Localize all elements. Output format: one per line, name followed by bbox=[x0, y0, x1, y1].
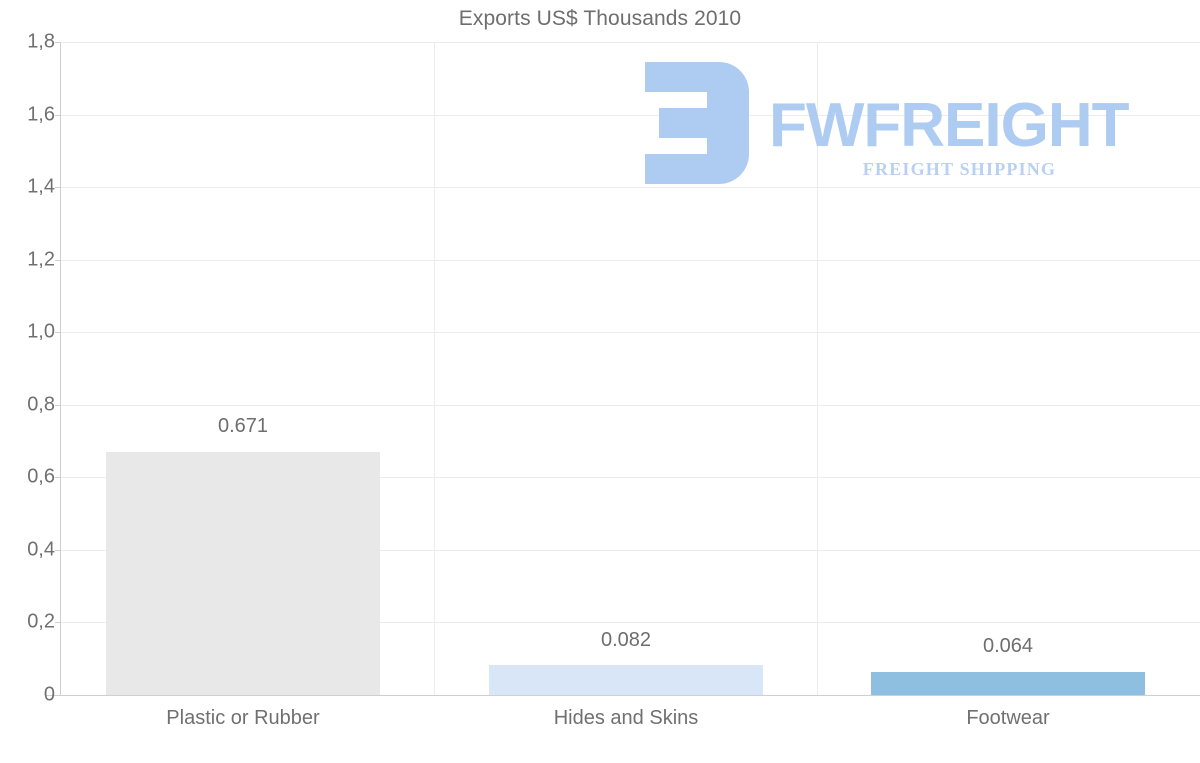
x-axis-line bbox=[45, 695, 1200, 696]
y-axis-tick-mark bbox=[55, 114, 61, 116]
y-axis-tick-label: 1,0 bbox=[27, 320, 55, 343]
y-axis-tick-label: 0,6 bbox=[27, 465, 55, 488]
gridline-vertical bbox=[434, 42, 435, 695]
y-axis-tick-mark bbox=[55, 187, 61, 188]
y-axis-tick-mark bbox=[55, 622, 61, 624]
gridline-vertical bbox=[817, 42, 818, 695]
x-axis-category-label-plastic-or-rubber: Plastic or Rubber bbox=[166, 707, 320, 729]
bar-value-label-plastic-or-rubber: 0.671 bbox=[217, 415, 269, 437]
y-axis-tick-label: 1,4 bbox=[27, 175, 55, 198]
y-axis-tick-label: 0,8 bbox=[27, 393, 55, 416]
chart-title: Exports US$ Thousands 2010 bbox=[458, 7, 742, 30]
y-axis-tick-label: 1,6 bbox=[27, 103, 55, 125]
gridline-horizontal bbox=[60, 549, 1200, 551]
gridline-horizontal bbox=[60, 332, 1200, 334]
x-axis-category-label-hides-and-skins: Hides and Skins bbox=[553, 707, 699, 729]
y-axis-tick-mark bbox=[55, 694, 61, 696]
y-axis-tick-label: 0,2 bbox=[27, 610, 55, 633]
y-axis-tick-mark bbox=[55, 259, 61, 261]
gridline-horizontal bbox=[60, 114, 1200, 116]
gridline-horizontal bbox=[60, 404, 1200, 406]
gridline-horizontal bbox=[60, 187, 1200, 188]
y-axis-tick-mark bbox=[55, 404, 61, 406]
bar-hides-and-skins[interactable] bbox=[489, 665, 763, 695]
y-axis-line bbox=[60, 42, 61, 695]
y-axis-tick-label: 0 bbox=[43, 683, 55, 706]
y-axis-tick-mark bbox=[55, 549, 61, 551]
bar-value-label-hides-and-skins: 0.082 bbox=[600, 629, 652, 651]
gridline-horizontal bbox=[60, 259, 1200, 261]
y-axis-tick-label: 1,8 bbox=[27, 30, 55, 53]
y-axis: 1,8 1,6 1,4 1,2 1,0 0,8 0,6 0,4 0,2 0 bbox=[0, 0, 61, 763]
y-axis-tick-label: 1,2 bbox=[27, 248, 55, 271]
bar-plastic-or-rubber[interactable] bbox=[106, 451, 380, 695]
y-axis-tick-mark bbox=[55, 332, 61, 334]
y-axis-tick-mark bbox=[55, 42, 61, 43]
y-axis-tick-label: 0,4 bbox=[27, 538, 55, 561]
bar-footwear[interactable] bbox=[871, 671, 1145, 695]
y-axis-tick-mark bbox=[55, 477, 61, 479]
gridline-horizontal bbox=[60, 477, 1200, 479]
gridline-horizontal bbox=[60, 622, 1200, 624]
x-axis-category-label-footwear: Footwear bbox=[966, 707, 1050, 729]
plot-area bbox=[60, 42, 1200, 695]
bar-value-label-footwear: 0.064 bbox=[982, 635, 1034, 657]
gridline-horizontal bbox=[60, 42, 1200, 43]
